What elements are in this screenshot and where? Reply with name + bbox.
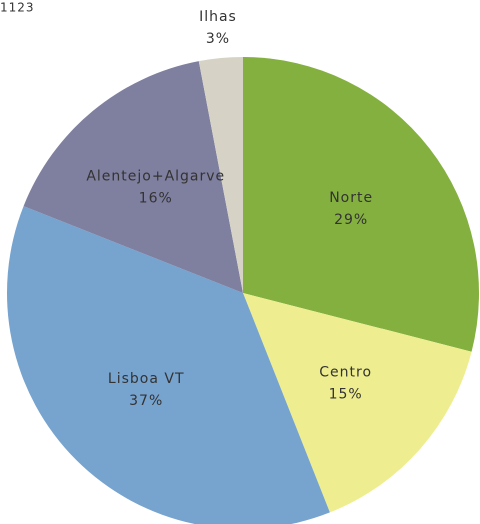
slice-value-label: 15%: [329, 387, 363, 403]
pie-slice: [23, 61, 243, 294]
slice-label: Norte: [329, 190, 373, 206]
slice-label: Lisboa VT: [108, 371, 185, 387]
slice-label: Centro: [319, 365, 372, 381]
pie-slice: [243, 57, 479, 352]
slice-value-label: 29%: [334, 212, 368, 228]
slice-value-label: 16%: [139, 191, 173, 207]
corner-label: 1123: [0, 1, 35, 15]
slice-value-label: 3%: [206, 31, 230, 47]
pie-slice: [7, 206, 330, 524]
slice-label: Ilhas: [199, 9, 237, 25]
slice-value-label: 37%: [129, 393, 163, 409]
pie-slice: [243, 293, 472, 513]
pie-slice: [198, 57, 243, 293]
slice-label: Alentejo+Algarve: [86, 169, 225, 185]
